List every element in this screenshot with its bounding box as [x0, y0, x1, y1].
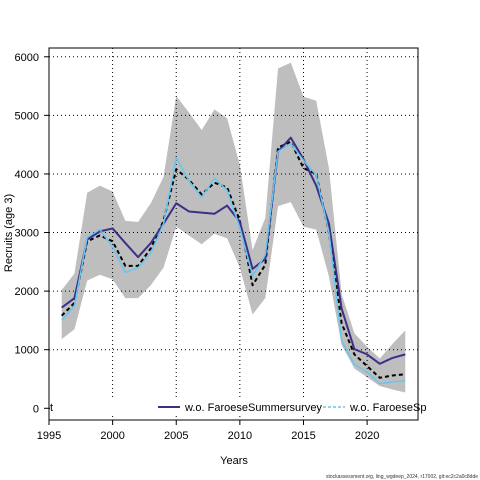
series-line-1 — [61, 140, 406, 379]
y-tick-label-1000: 1000 — [15, 345, 39, 357]
series-line-2 — [61, 136, 406, 365]
series-line-3 — [61, 142, 406, 385]
y-axis-title: Recruits (age 3) — [3, 194, 15, 272]
y-tick-label-3000: 3000 — [15, 228, 39, 240]
plot-frame — [48, 47, 419, 421]
series-layer — [61, 136, 406, 385]
y-tick-label-4000: 4000 — [15, 169, 39, 181]
y-tick-label-6000: 6000 — [15, 52, 39, 64]
x-axis-title: Years — [220, 455, 248, 467]
confidence-band — [61, 62, 406, 393]
y-tick-label-2000: 2000 — [15, 286, 39, 298]
footer-credit: stockassessment.org, ling_wgdeep_2024, r… — [326, 474, 478, 480]
x-tick-label-2010: 2010 — [228, 430, 252, 442]
legend-label-series-2: w.o. FaroeseSummersurvey — [184, 402, 322, 414]
x-tick-label-2020: 2020 — [355, 430, 379, 442]
x-tick-label-2015: 2015 — [291, 430, 315, 442]
legend-label-series-3: w.o. FaroeseSp — [349, 402, 426, 414]
x-tick-label-1995: 1995 — [37, 430, 61, 442]
legend: t w.o. FaroeseSummersurvey w.o. FaroeseS… — [50, 399, 426, 415]
y-tick-label-5000: 5000 — [15, 110, 39, 122]
axes: 1995 2000 2005 2010 2015 2020 0 1000 2000 3000 400… — [15, 52, 380, 442]
y-tick-label-0: 0 — [33, 403, 39, 415]
x-tick-label-2000: 2000 — [100, 430, 124, 442]
x-tick-label-2005: 2005 — [164, 430, 188, 442]
legend-fragment: t — [50, 402, 53, 414]
confidence-band-layer — [61, 62, 406, 393]
legend-background — [50, 399, 417, 415]
